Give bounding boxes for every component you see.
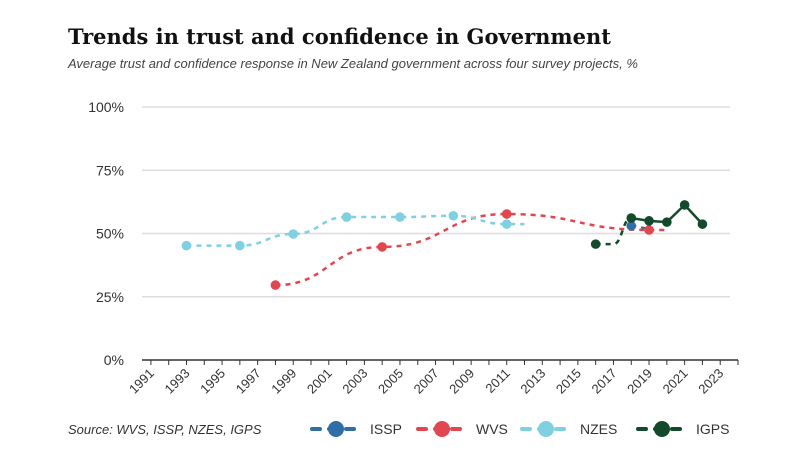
chart-title: Trends in trust and confidence in Govern… — [68, 24, 611, 49]
data-point-nzes — [235, 240, 245, 251]
y-tick-label: 50% — [96, 226, 124, 242]
data-point-igps — [644, 216, 654, 226]
data-point-issp — [626, 221, 637, 231]
x-tick-label: 2003 — [339, 366, 370, 397]
data-point-nzes — [501, 219, 512, 229]
x-tick-label: 2017 — [589, 366, 620, 397]
legend-label: ISSP — [370, 421, 402, 437]
x-tick-label: 2021 — [660, 366, 691, 397]
legend-label: WVS — [476, 421, 508, 437]
legend-marker-icon — [520, 421, 572, 437]
y-tick-label: 100% — [88, 99, 124, 115]
x-tick-label: 2001 — [304, 366, 335, 397]
data-point-nzes — [448, 210, 459, 221]
source-note: Source: WVS, ISSP, NZES, IGPS — [68, 422, 262, 437]
data-point-wvs — [644, 225, 654, 235]
x-tick-label: 2007 — [411, 366, 442, 397]
x-tick-label: 2011 — [482, 366, 512, 396]
x-tick-label: 1995 — [197, 366, 228, 397]
legend-marker-icon — [416, 421, 468, 437]
y-tick-label: 0% — [104, 352, 124, 368]
legend-item-nzes: NZES — [520, 419, 617, 439]
x-tick-label: 2019 — [624, 366, 655, 397]
x-tick-label: 1993 — [162, 366, 193, 397]
series-line-wvs — [275, 212, 667, 287]
series-line-igps-dashed — [595, 216, 632, 246]
y-tick-label: 25% — [96, 289, 124, 305]
data-point-wvs — [270, 280, 281, 290]
data-point-nzes — [395, 212, 405, 222]
legend-marker-icon — [636, 421, 688, 437]
x-tick-label: 1997 — [233, 366, 264, 397]
series-line-nzes — [186, 214, 525, 247]
legend-item-wvs: WVS — [416, 419, 508, 439]
legend-label: NZES — [580, 421, 618, 437]
x-tick-label: 1991 — [126, 366, 157, 397]
chart-subtitle: Average trust and confidence response in… — [68, 56, 638, 71]
data-point-igps — [662, 217, 672, 227]
data-point-igps — [697, 219, 708, 229]
data-point-igps — [679, 200, 690, 210]
data-point-igps — [626, 213, 637, 223]
data-point-nzes — [181, 240, 192, 251]
legend-item-issp: ISSP — [310, 419, 402, 439]
x-tick-label: 1999 — [268, 366, 299, 397]
data-point-nzes — [288, 229, 299, 239]
x-tick-label: 2005 — [375, 366, 406, 397]
legend-label: IGPS — [696, 421, 730, 437]
legend-item-igps: IGPS — [636, 419, 729, 439]
x-tick-label: 2009 — [446, 366, 477, 397]
x-tick-label: 2023 — [695, 366, 726, 397]
y-tick-label: 75% — [96, 162, 124, 178]
data-point-igps — [590, 239, 601, 249]
data-point-wvs — [377, 242, 387, 252]
legend-marker-icon — [310, 421, 362, 437]
x-tick-label: 2015 — [553, 366, 584, 397]
data-point-nzes — [341, 212, 352, 222]
x-tick-label: 2013 — [517, 366, 548, 397]
data-point-wvs — [501, 209, 512, 219]
